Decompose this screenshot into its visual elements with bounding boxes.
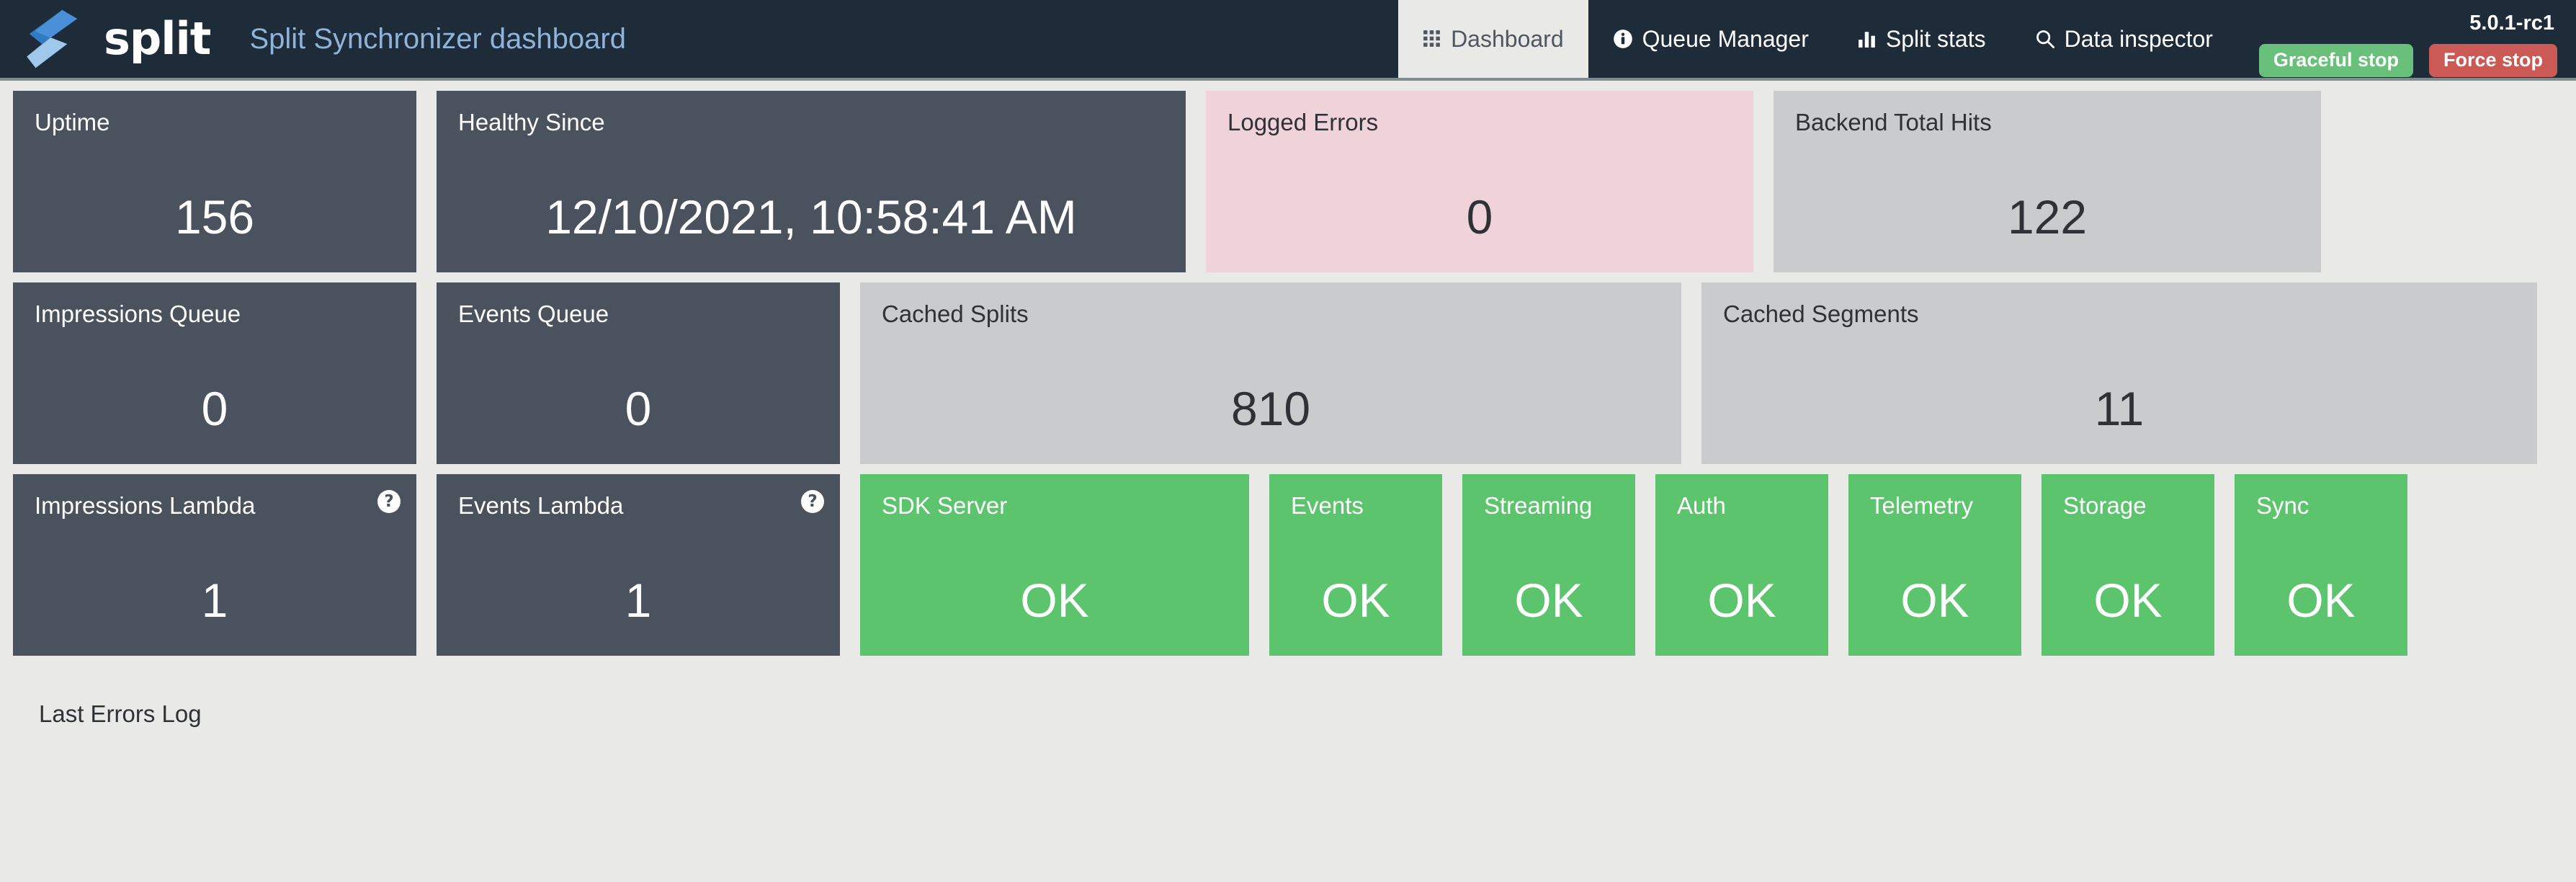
stop-controls: 5.0.1-rc1 Graceful stop Force stop: [2237, 0, 2576, 78]
metric-card-value: 156: [174, 190, 255, 244]
metric-card-value: OK: [1900, 574, 1969, 627]
bar-chart-icon: [1858, 30, 1877, 48]
metric-card-title: Cached Splits: [882, 300, 1029, 327]
metric-card: Events OK: [1269, 474, 1442, 656]
metric-card-value: OK: [2093, 574, 2163, 627]
metric-card-value: 0: [625, 382, 652, 435]
metric-card: Events Lambda? 1: [437, 474, 840, 656]
metric-card: Sync OK: [2235, 474, 2407, 656]
graceful-stop-button[interactable]: Graceful stop: [2258, 44, 2413, 77]
card-row: Uptime 156 Healthy Since 12/10/2021, 10:58:…: [13, 91, 2563, 272]
metric-card-value: 12/10/2021, 10:58:41 AM: [545, 190, 1077, 244]
nav-item-label: Queue Manager: [1642, 25, 1809, 52]
metric-card-title: Streaming: [1484, 492, 1593, 519]
metric-card-value: 810: [1230, 382, 1311, 435]
metric-card-value: OK: [1707, 574, 1776, 627]
metric-card: Telemetry OK: [1848, 474, 2021, 656]
nav-item-split-stats[interactable]: Split stats: [1833, 0, 2011, 78]
metric-card-title: Auth: [1677, 492, 1726, 519]
metric-card-value: 1: [201, 574, 228, 627]
metric-card: Storage OK: [2041, 474, 2214, 656]
card-spacer: [1753, 91, 1774, 272]
metric-card: Cached Splits 810: [860, 282, 1681, 464]
card-spacer: [416, 474, 437, 656]
metric-card: Impressions Queue 0: [13, 282, 416, 464]
card-row: Impressions Queue 0 Events Queue 0 Cached Sp…: [13, 282, 2563, 464]
metric-card-title: Telemetry: [1870, 492, 1974, 519]
nav-item-label: Data inspector: [2064, 25, 2213, 52]
metric-card-value: 0: [1466, 190, 1493, 244]
brand-wordmark: split: [104, 12, 211, 65]
card-spacer: [840, 282, 860, 464]
card-spacer: [1681, 282, 1701, 464]
metric-card-title: Impressions Lambda: [35, 492, 256, 519]
metric-card-title: Logged Errors: [1227, 109, 1379, 135]
metric-card-title: Cached Segments: [1723, 300, 1919, 327]
metric-card: Uptime 156: [13, 91, 416, 272]
metric-card: Impressions Lambda? 1: [13, 474, 416, 656]
metric-card-title: Healthy Since: [458, 109, 605, 135]
version-label: 5.0.1-rc1: [2469, 12, 2554, 35]
metric-card-title: Events: [1291, 492, 1364, 519]
stop-button-group: Graceful stop Force stop: [2258, 44, 2557, 77]
card-spacer: [1828, 474, 1848, 656]
metric-card-title: Backend Total Hits: [1795, 109, 1992, 135]
metric-card-value: 0: [201, 382, 228, 435]
nav-item-data-inspector[interactable]: Data inspector: [2011, 0, 2237, 78]
last-errors-log-section: Last Errors Log: [13, 702, 2563, 726]
card-spacer: [416, 282, 437, 464]
card-spacer: [1186, 91, 1206, 272]
card-grid: Uptime 156 Healthy Since 12/10/2021, 10:58:…: [13, 91, 2563, 656]
metric-card-title: Events Lambda: [458, 492, 624, 519]
info-icon: [1613, 29, 1633, 49]
card-spacer: [2214, 474, 2235, 656]
metric-card-value: OK: [1514, 574, 1583, 627]
nav-item-dashboard[interactable]: Dashboard: [1398, 0, 1588, 78]
card-spacer: [2021, 474, 2041, 656]
help-icon[interactable]: ?: [801, 490, 824, 513]
metric-card: Healthy Since 12/10/2021, 10:58:41 AM: [437, 91, 1186, 272]
search-icon: [2035, 29, 2055, 49]
metric-card-value: OK: [2286, 574, 2356, 627]
nav-item-queue-manager[interactable]: Queue Manager: [1588, 0, 1833, 78]
metric-card: Events Queue 0: [437, 282, 840, 464]
metric-card-value: 1: [625, 574, 652, 627]
metric-card-value: 11: [2094, 382, 2145, 435]
metric-card: Backend Total Hits 122: [1774, 91, 2321, 272]
metric-card-title: Events Queue: [458, 300, 609, 327]
grid-icon: [1423, 30, 1441, 48]
metric-card-title: Storage: [2063, 492, 2147, 519]
metric-card-title: SDK Server: [882, 492, 1008, 519]
metric-card-value: OK: [1020, 574, 1089, 627]
nav-item-label: Dashboard: [1451, 25, 1564, 52]
help-icon[interactable]: ?: [377, 490, 401, 513]
card-spacer: [1249, 474, 1269, 656]
metric-card: Cached Segments 11: [1701, 282, 2537, 464]
card-row: Impressions Lambda? 1 Events Lambda? 1 SDK S…: [13, 474, 2563, 656]
brand: split Split Synchronizer dashboard: [22, 0, 626, 78]
nav-item-label: Split stats: [1885, 25, 1986, 52]
navbar-right: Dashboard Queue Manager: [1398, 0, 2576, 78]
metric-card-title: Impressions Queue: [35, 300, 241, 327]
last-errors-log-title: Last Errors Log: [39, 700, 202, 727]
metric-card-title: Uptime: [35, 109, 110, 135]
card-spacer: [1635, 474, 1655, 656]
metric-card: Logged Errors 0: [1206, 91, 1753, 272]
metric-card-title: Sync: [2256, 492, 2309, 519]
card-spacer: [416, 91, 437, 272]
nav-menu: Dashboard Queue Manager: [1398, 0, 2237, 78]
metric-card: Streaming OK: [1462, 474, 1635, 656]
metric-card: Auth OK: [1655, 474, 1828, 656]
force-stop-button[interactable]: Force stop: [2428, 44, 2557, 77]
card-spacer: [840, 474, 860, 656]
card-spacer: [1442, 474, 1462, 656]
metric-card-value: OK: [1321, 574, 1390, 627]
dashboard-content: Uptime 156 Healthy Since 12/10/2021, 10:58:…: [0, 91, 2576, 726]
metric-card-value: 122: [2007, 190, 2088, 244]
dashboard-subtitle: Split Synchronizer dashboard: [249, 23, 626, 55]
split-logo-icon: [27, 9, 78, 68]
top-navbar: split Split Synchronizer dashboard Dashb…: [0, 0, 2576, 81]
metric-card: SDK Server OK: [860, 474, 1249, 656]
